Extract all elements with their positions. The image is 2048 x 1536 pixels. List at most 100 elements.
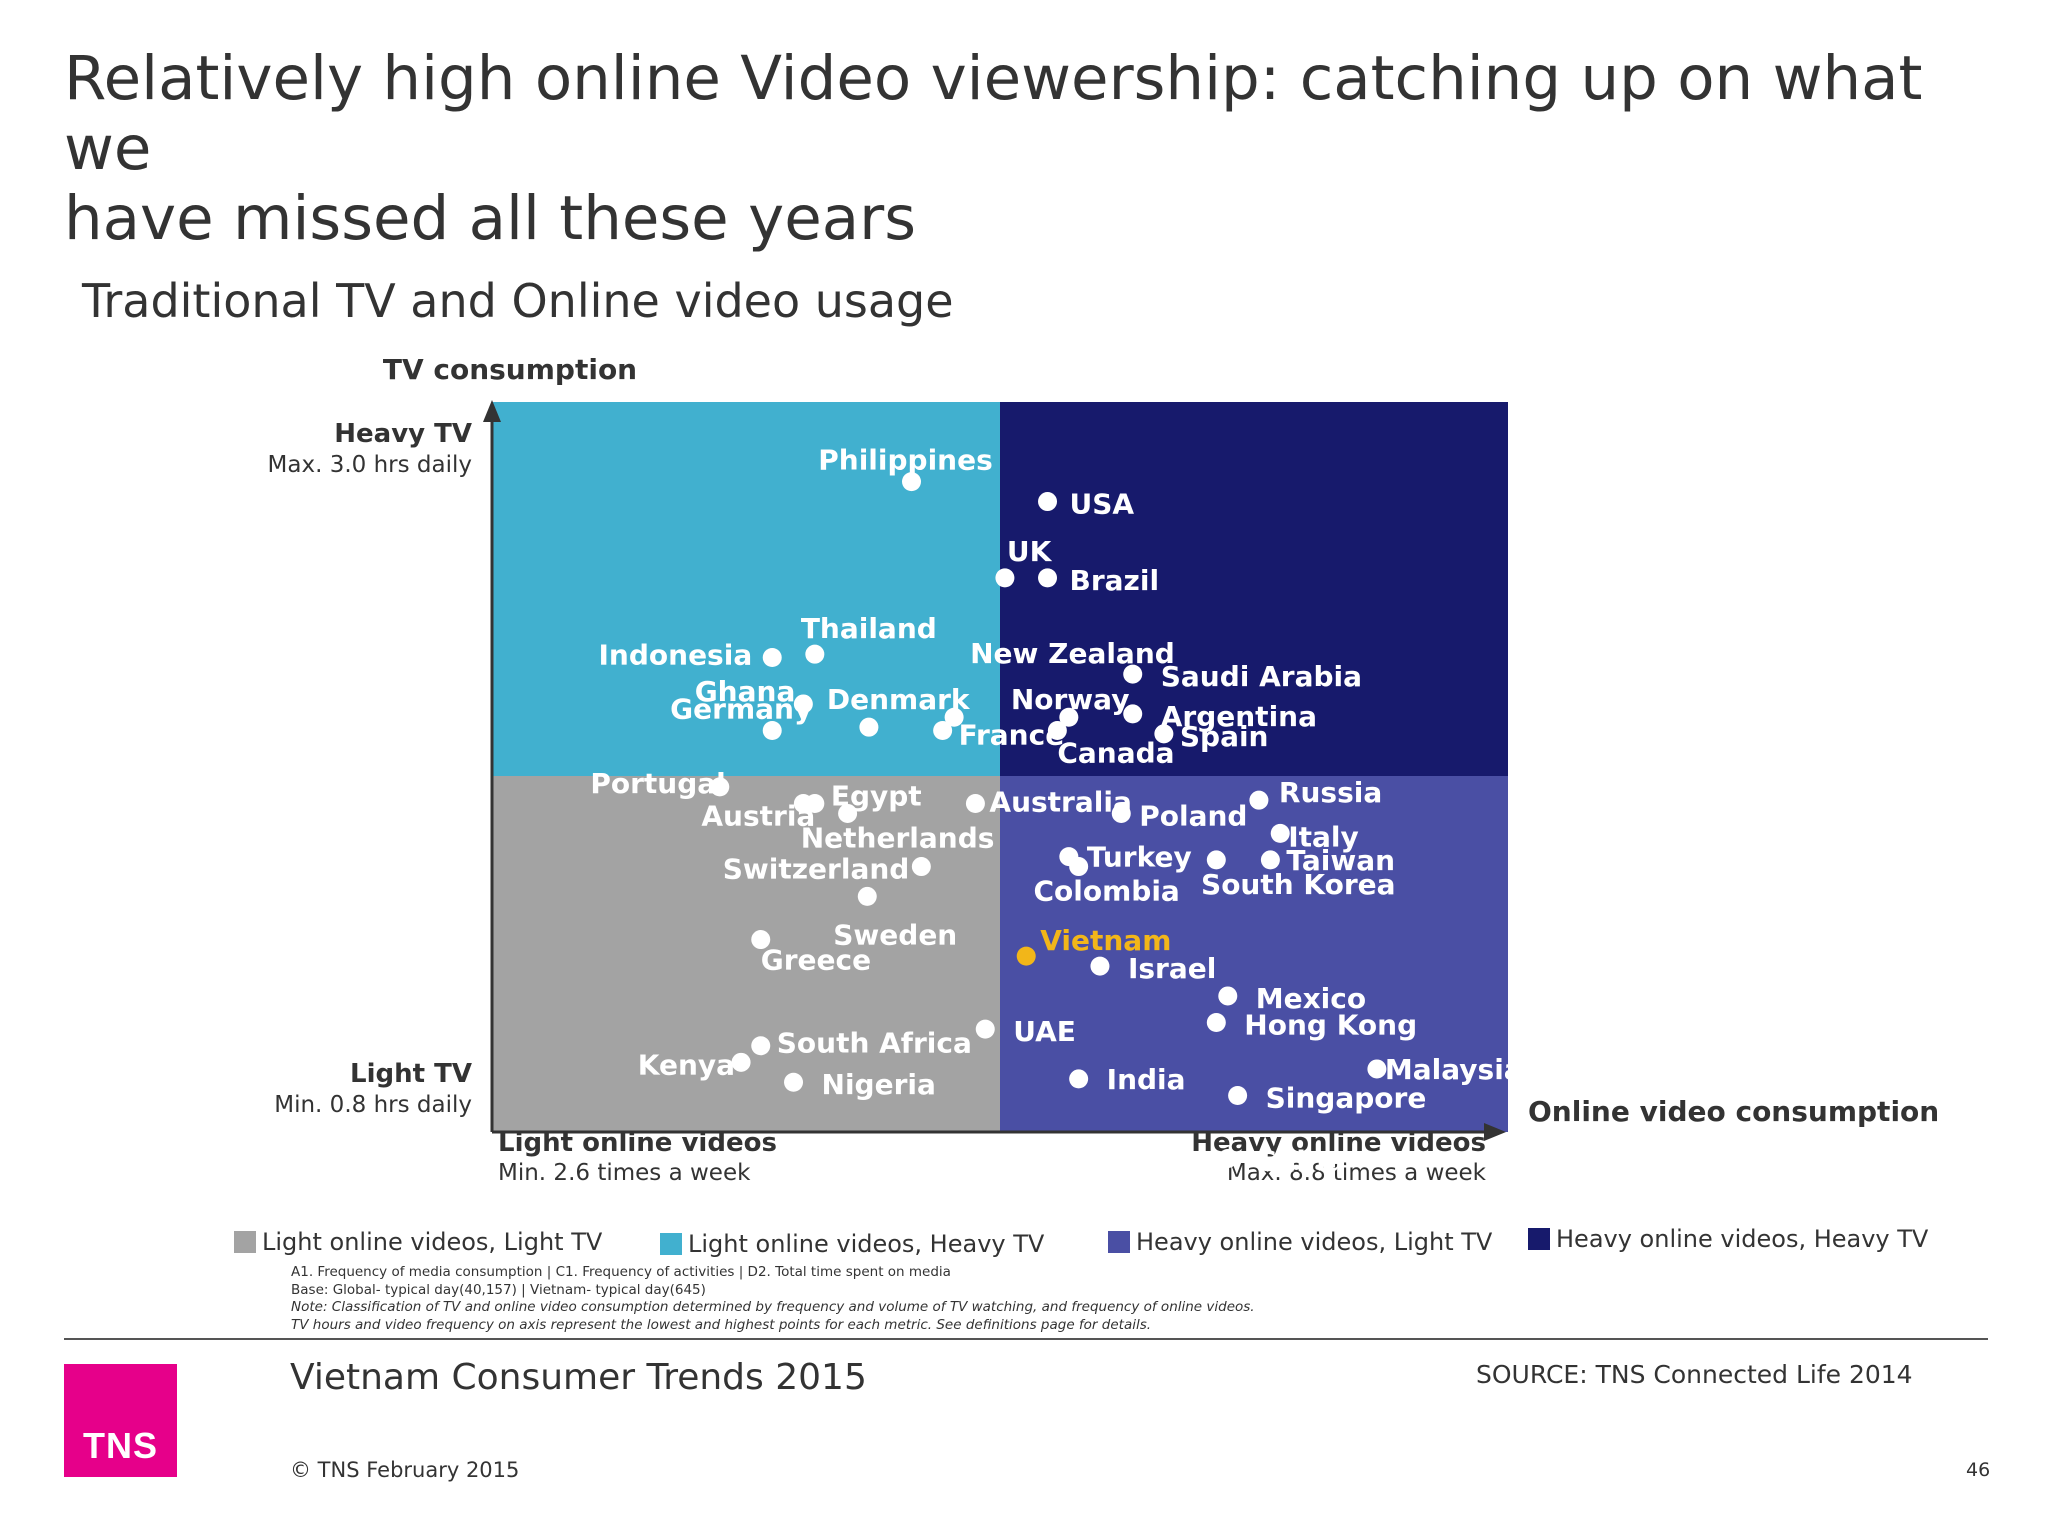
legend-swatch [1108, 1231, 1130, 1253]
point-label: Poland [1139, 799, 1247, 832]
data-point-new-zealand: New Zealand [944, 637, 1175, 727]
quadrant-scatter-chart: TV consumption Heavy TV Max. 3.0 hrs dai… [268, 353, 1940, 1186]
point-marker [1090, 956, 1110, 976]
point-label: Norway [1011, 683, 1130, 716]
data-point-canada: Canada [1047, 721, 1175, 770]
data-point-vietnam: Vietnam [1016, 924, 1171, 966]
point-label: Denmark [827, 683, 971, 716]
point-marker [784, 1072, 804, 1092]
footer-source: SOURCE: TNS Connected Life 2014 [1476, 1360, 1913, 1389]
point-marker [1270, 823, 1290, 843]
point-label: Germany [670, 693, 812, 726]
point-marker [762, 721, 782, 740]
footer-copyright: © TNS February 2015 [290, 1458, 520, 1482]
data-point-ghana: Ghana [695, 675, 813, 714]
data-point-australia: Australia [965, 786, 1132, 819]
point-label: Hong Kong [1244, 1009, 1417, 1042]
point-marker [762, 648, 782, 667]
legend-label: Light online videos, Heavy TV [688, 1230, 1045, 1258]
y-axis-arrowhead [483, 400, 501, 422]
point-marker [1249, 790, 1269, 810]
data-point-poland: Poland [1111, 799, 1247, 832]
point-label: Greece [761, 944, 871, 977]
legend-item-heavy-online-heavy-tv: Heavy online videos, Heavy TV [1528, 1225, 1928, 1253]
legend-swatch [660, 1233, 682, 1255]
data-point-south-africa: South Africa [751, 1027, 972, 1060]
point-label: New Zealand [970, 637, 1175, 670]
data-point-argentina: Argentina [1123, 700, 1317, 733]
x-axis-left-label: Light online videos [498, 1128, 777, 1158]
legend-swatch [1528, 1228, 1550, 1250]
point-label: Sweden [833, 918, 957, 951]
point-marker [1038, 568, 1058, 588]
footnote-line: TV hours and video frequency on axis rep… [291, 1316, 1152, 1333]
point-label: Vietnam [1040, 924, 1171, 957]
data-point-spain: Spain [1154, 720, 1269, 753]
point-marker [944, 707, 964, 727]
data-point-nigeria: Nigeria [784, 1068, 936, 1101]
data-point-uae: UAE [975, 1015, 1076, 1048]
data-point-brazil: Brazil [1038, 564, 1159, 597]
point-marker [911, 857, 931, 877]
point-label: USA [1070, 488, 1135, 521]
legend-item-light-online-heavy-tv: Light online videos, Heavy TV [660, 1230, 1044, 1258]
data-point-philippines: Philippines [818, 444, 993, 492]
point-label: South Africa [777, 1027, 972, 1060]
point-marker [1218, 986, 1238, 1006]
data-point-switzerland: Switzerland [723, 853, 931, 886]
y-axis-title: TV consumption [383, 353, 637, 386]
point-marker [731, 1052, 751, 1072]
footnote-line: Note: Classification of TV and online vi… [291, 1299, 1255, 1315]
point-label: Ghana [695, 675, 796, 708]
point-marker [1154, 724, 1174, 744]
footnotes: A1. Frequency of media consumption | C1.… [291, 1264, 1255, 1334]
point-label: Switzerland [723, 853, 910, 886]
data-point-austria: Austria [701, 794, 815, 833]
data-point-china: China [1218, 1145, 1345, 1178]
point-marker [1260, 850, 1280, 870]
point-marker [1069, 1069, 1089, 1089]
data-point-norway: Norway [1011, 683, 1130, 727]
x-axis-left-sublabel: Min. 2.6 times a week [498, 1160, 751, 1186]
data-point-france: France [933, 719, 1064, 752]
point-label: UK [1007, 535, 1053, 568]
point-label: China [1256, 1145, 1345, 1178]
slide-title: Relatively high online Video viewership:… [64, 43, 1923, 254]
point-marker [1228, 1086, 1248, 1105]
point-label: South Korea [1201, 868, 1396, 901]
data-point-taiwan: Taiwan [1260, 844, 1395, 877]
axes-layer [483, 400, 1506, 1141]
footer-divider [64, 1338, 1988, 1340]
point-label: Colombia [1033, 875, 1179, 908]
data-point-israel: Israel [1090, 952, 1216, 985]
points-layer: Philippines USA UK Brazil Indonesia Thailand N… [590, 444, 1522, 1178]
point-label: Nigeria [822, 1068, 936, 1101]
point-label: Canada [1057, 737, 1174, 770]
point-marker [975, 1019, 995, 1039]
point-label: Thailand [801, 612, 937, 645]
point-marker [933, 721, 953, 740]
point-label: Singapore [1266, 1082, 1427, 1115]
x-axis-right-label: Heavy online videos [1191, 1128, 1486, 1158]
point-marker [1206, 1013, 1226, 1032]
point-label: Turkey [1087, 841, 1192, 874]
point-marker [965, 794, 985, 813]
data-point-russia: Russia [1249, 776, 1382, 810]
point-label: Australia [989, 786, 1131, 819]
point-label: Netherlands [801, 821, 995, 854]
quadrant-layer [492, 402, 1508, 1132]
point-marker [1123, 704, 1143, 724]
point-marker [1059, 707, 1079, 727]
point-marker [1069, 857, 1089, 877]
data-point-south-korea: South Korea [1201, 850, 1396, 901]
point-label: Israel [1128, 952, 1216, 985]
point-label: Argentina [1161, 700, 1317, 733]
point-marker [793, 694, 813, 714]
point-marker [1038, 492, 1058, 512]
point-marker [751, 1036, 771, 1056]
legend-item-heavy-online-light-tv: Heavy online videos, Light TV [1108, 1228, 1492, 1256]
point-label: Saudi Arabia [1161, 660, 1362, 693]
data-point-greece: Greece [751, 930, 871, 977]
point-marker [1367, 1059, 1387, 1079]
point-label: Italy [1288, 820, 1359, 853]
